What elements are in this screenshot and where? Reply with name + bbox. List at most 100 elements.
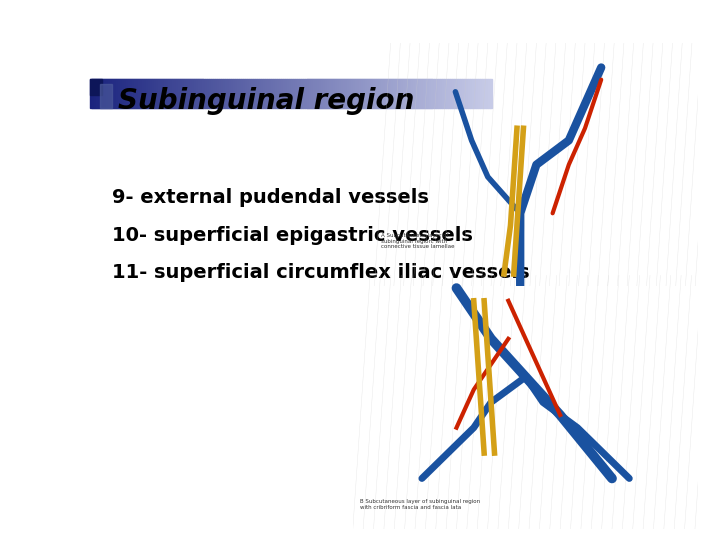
Bar [335,79,338,109]
Bar [197,79,199,109]
Bar [319,79,322,109]
Bar [400,79,402,109]
Bar [345,79,348,109]
Bar [446,79,448,109]
Bar [464,79,467,109]
Bar [448,79,450,109]
Bar [487,79,490,109]
Bar [245,79,247,109]
Bar [112,79,114,109]
Bar [351,79,354,109]
Bar [469,79,472,109]
Bar [138,79,141,109]
Bar [343,79,346,109]
Bar [248,79,251,109]
Bar [192,79,195,109]
Bar [261,79,264,109]
Text: A Subcutaneous layer of
subinguinal region, with
connective tissue lamellae: A Subcutaneous layer of subinguinal regi… [381,233,454,249]
Bar [161,79,163,109]
Bar [428,79,430,109]
Bar [456,79,458,109]
Bar [421,79,424,109]
Bar [233,79,235,109]
Bar [387,79,390,109]
Bar [207,79,209,109]
Bar [439,79,442,109]
Bar [156,79,159,109]
Bar [118,79,121,109]
Bar [301,79,304,109]
Bar [251,79,253,109]
Bar [313,79,315,109]
Bar [403,79,406,109]
Bar [430,79,432,109]
Bar [238,79,241,109]
Bar [477,79,480,109]
Bar [327,79,330,109]
Bar [323,79,325,109]
Bar [90,79,102,94]
Bar [267,79,269,109]
Bar [321,79,323,109]
Bar [295,79,297,109]
Bar [372,79,374,109]
Bar [154,79,157,109]
Bar [458,79,460,109]
Bar [337,79,340,109]
Bar [357,79,360,109]
Bar [276,79,279,109]
Bar [353,79,356,109]
Bar [390,79,392,109]
Bar [146,79,149,109]
Bar [331,79,333,109]
Bar [253,79,256,109]
Bar [365,79,368,109]
Bar [225,79,227,109]
Bar [339,79,342,109]
Bar [130,79,132,109]
Bar [375,79,378,109]
Bar [275,79,277,109]
Bar [383,79,386,109]
Bar [444,79,446,109]
Bar [258,79,261,109]
Bar [486,79,488,109]
Bar [158,79,161,109]
Bar [215,79,217,109]
Bar [285,79,287,109]
Bar [152,79,155,109]
Bar [397,79,400,109]
Bar [466,79,468,109]
Bar [219,79,221,109]
Bar [243,79,246,109]
Bar [94,79,96,109]
Bar [377,79,380,109]
Bar [265,79,267,109]
Bar [92,79,94,109]
Bar [305,79,307,109]
Bar [98,79,101,109]
Bar [126,79,129,109]
Bar [174,79,177,109]
Bar [311,79,313,109]
Bar [202,79,205,109]
Bar [474,79,476,109]
Bar [166,79,169,109]
Bar [124,79,127,109]
Bar [426,79,428,109]
Bar [462,79,464,109]
Bar [172,79,175,109]
Bar [209,79,211,109]
Text: 10- superficial epigastric vessels: 10- superficial epigastric vessels [112,226,473,245]
Bar [116,79,119,109]
Bar [134,79,137,109]
Bar [220,79,223,109]
Bar [472,79,474,109]
Bar [482,79,485,109]
Bar [347,79,350,109]
Bar [271,79,274,109]
Bar [128,79,131,109]
Bar [433,79,436,109]
Bar [257,79,259,109]
Bar [361,79,364,109]
